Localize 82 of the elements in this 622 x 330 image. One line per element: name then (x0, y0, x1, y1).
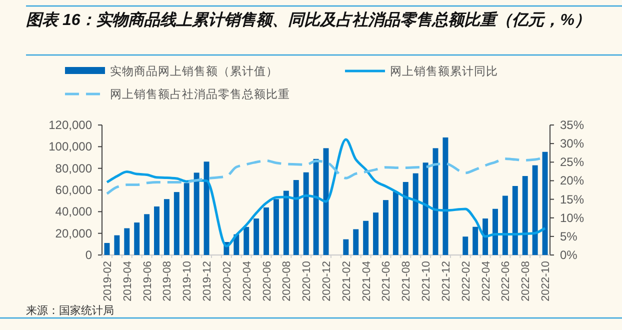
bar (124, 228, 130, 255)
bar (204, 162, 210, 255)
bar (462, 236, 468, 255)
y-tick-label: 80,000 (55, 161, 92, 176)
bar (392, 192, 398, 255)
bar (442, 137, 448, 255)
bar (532, 165, 538, 255)
x-tick-label: 2021-06 (380, 261, 393, 302)
x-tick-label: 2019-12 (202, 261, 214, 302)
y-tick-label: 120,000 (48, 118, 92, 132)
x-tick-label: 2021-08 (400, 261, 413, 302)
bar (254, 218, 260, 255)
x-tick-label: 2022-10 (540, 261, 552, 302)
x-tick-label: 2020-10 (301, 261, 314, 302)
y2-tick-label: 20% (560, 174, 584, 188)
y2-tick-label: 30% (560, 136, 584, 151)
bar (273, 199, 279, 255)
x-tick-label: 2022-06 (500, 261, 512, 302)
bar (482, 218, 488, 255)
x-tick-label: 2022-08 (520, 261, 532, 302)
bar (293, 180, 299, 255)
bar (472, 226, 478, 255)
x-tick-label: 2019-10 (182, 261, 194, 302)
bar (422, 162, 428, 255)
y-tick-label: 0 (85, 248, 92, 262)
bar (502, 196, 508, 255)
y-tick-label: 60,000 (55, 183, 92, 197)
y-tick-label: 100,000 (48, 140, 92, 154)
bar (303, 172, 309, 255)
line-series (106, 138, 546, 248)
x-tick-label: 2020-02 (221, 261, 234, 302)
x-tick-label: 2020-12 (321, 261, 333, 302)
bar (194, 172, 200, 255)
bar (283, 190, 289, 255)
y2-tick-label: 0% (560, 248, 578, 262)
x-tick-label: 2020-06 (261, 261, 274, 302)
y-tick-label: 20,000 (55, 226, 92, 240)
x-tick-label: 2022-04 (480, 261, 492, 302)
x-tick-label: 2020-04 (241, 261, 254, 302)
x-tick-label: 2019-08 (162, 261, 174, 302)
bar (313, 158, 319, 255)
source-note: 来源：国家统计局 (26, 304, 114, 317)
bar (114, 235, 120, 255)
x-tick-label: 2021-04 (360, 261, 373, 302)
bar (164, 199, 170, 255)
x-tick-label: 2019-02 (102, 261, 114, 302)
y-tick-label: 40,000 (55, 204, 92, 219)
bar (104, 242, 110, 255)
bar (402, 182, 408, 255)
bar (264, 207, 270, 255)
bar (412, 173, 418, 255)
bar (522, 176, 528, 255)
legend-label: 实物商品网上销售额（累计值） (110, 64, 278, 78)
bar (363, 220, 369, 255)
y2-tick-label: 15% (560, 192, 584, 206)
bar (542, 152, 548, 255)
y2-tick-label: 10% (560, 210, 584, 225)
y2-tick-label: 35% (560, 118, 584, 132)
y2-tick-label: 25% (560, 155, 584, 170)
legend-label: 网上销售额累计同比 (390, 64, 498, 78)
bar (154, 206, 160, 255)
x-tick-label: 2021-02 (340, 261, 353, 302)
y2-tick-label: 5% (560, 229, 578, 244)
x-tick-label: 2019-06 (142, 261, 154, 302)
x-tick-label: 2019-04 (122, 261, 134, 302)
x-tick-label: 2020-08 (281, 261, 294, 302)
bar (492, 208, 498, 255)
bar (184, 183, 190, 255)
bar (512, 186, 518, 255)
bar (373, 212, 379, 255)
x-tick-label: 2021-12 (440, 261, 452, 302)
bar (353, 229, 359, 255)
bar (134, 222, 140, 255)
bar (144, 214, 150, 255)
chart-title: 图表 16：实物商品线上累计销售额、同比及占社消品零售总额比重（亿元，%） (26, 10, 592, 31)
bar (382, 200, 388, 255)
bar (174, 192, 180, 255)
legend-label: 网上销售额占社消品零售总额比重 (110, 87, 290, 101)
x-tick-label: 2022-02 (460, 261, 472, 302)
bar (343, 239, 349, 255)
x-tick-label: 2021-10 (420, 261, 433, 302)
bar (244, 226, 250, 255)
